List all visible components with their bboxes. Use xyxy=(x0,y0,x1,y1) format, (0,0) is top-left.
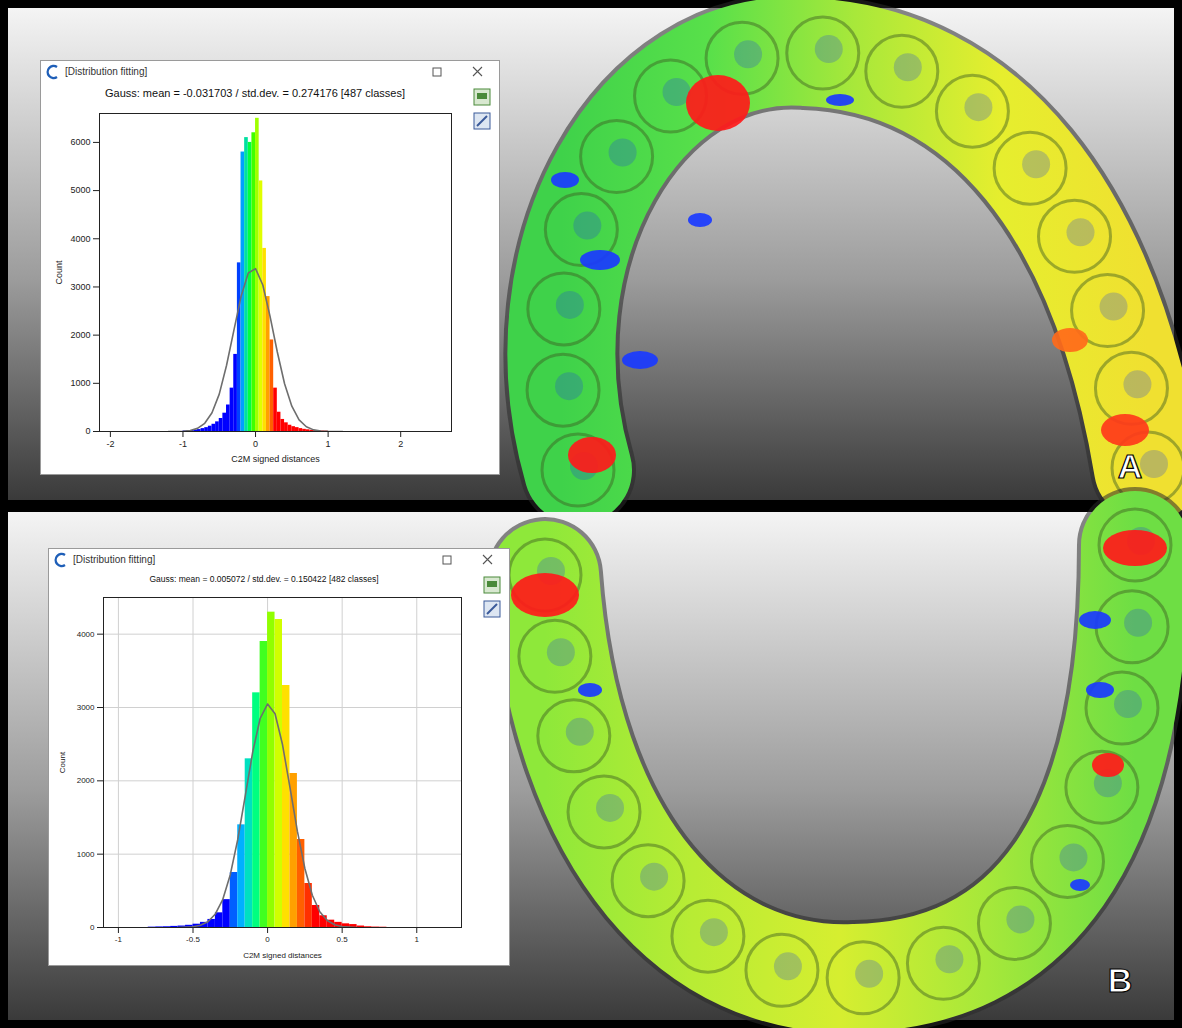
svg-text:1: 1 xyxy=(415,935,420,944)
svg-text:0: 0 xyxy=(253,439,258,449)
html-text:[Distribution fitting]: [Distribution fitting] xyxy=(73,554,156,565)
svg-text:2: 2 xyxy=(398,439,403,449)
svg-text:4000: 4000 xyxy=(77,630,95,639)
svg-text:B: B xyxy=(1108,961,1133,999)
html-text:[Distribution fitting]: [Distribution fitting] xyxy=(65,66,148,77)
svg-text:C2M signed distances: C2M signed distances xyxy=(231,454,320,464)
html-text:Gauss: mean = -0.031703 / std.: Gauss: mean = -0.031703 / std.dev. = 0.2… xyxy=(105,87,405,99)
svg-text:A: A xyxy=(1118,447,1143,485)
svg-text:2000: 2000 xyxy=(77,776,95,785)
svg-text:2000: 2000 xyxy=(70,330,90,340)
svg-text:-1: -1 xyxy=(115,935,123,944)
svg-text:1000: 1000 xyxy=(70,378,90,388)
svg-text:Count: Count xyxy=(58,751,67,773)
svg-text:3000: 3000 xyxy=(77,703,95,712)
svg-text:C2M signed distances: C2M signed distances xyxy=(243,951,322,960)
svg-text:4000: 4000 xyxy=(70,234,90,244)
svg-text:-0.5: -0.5 xyxy=(186,935,200,944)
svg-text:1: 1 xyxy=(326,439,331,449)
html-text:Gauss: mean = 0.005072 / std.d: Gauss: mean = 0.005072 / std.dev. = 0.15… xyxy=(149,574,379,584)
svg-text:3000: 3000 xyxy=(70,282,90,292)
svg-text:1000: 1000 xyxy=(77,850,95,859)
svg-text:-2: -2 xyxy=(106,439,114,449)
svg-text:6000: 6000 xyxy=(70,137,90,147)
svg-text:Count: Count xyxy=(54,260,64,285)
svg-text:0.5: 0.5 xyxy=(337,935,349,944)
svg-text:-1: -1 xyxy=(179,439,187,449)
svg-text:0: 0 xyxy=(90,923,95,932)
svg-text:5000: 5000 xyxy=(70,185,90,195)
svg-text:0: 0 xyxy=(265,935,270,944)
svg-text:0: 0 xyxy=(85,426,90,436)
